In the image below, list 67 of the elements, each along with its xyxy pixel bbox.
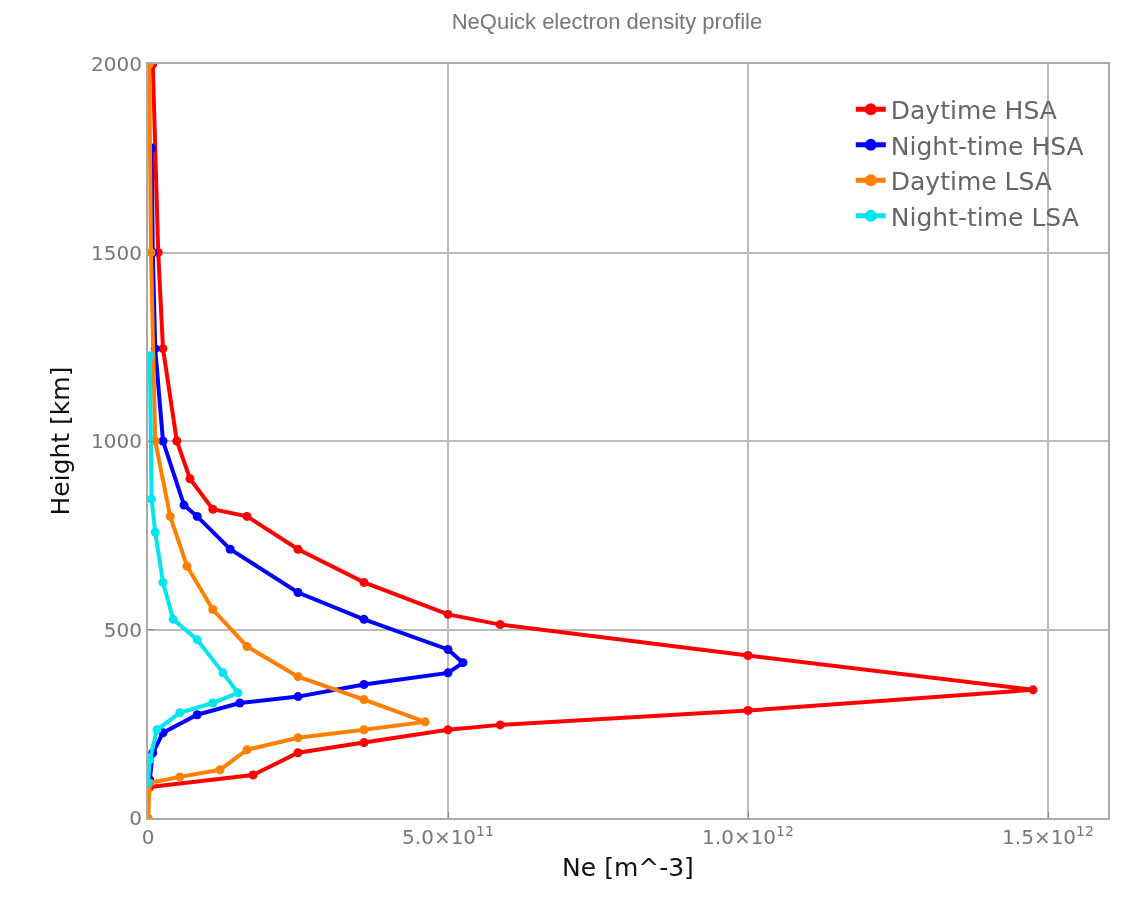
point	[192, 710, 202, 720]
y-axis-title: Height [km]	[46, 366, 76, 516]
point	[495, 620, 505, 630]
x-tick-label: 5.0×10$^{11}$	[402, 822, 494, 849]
point	[293, 692, 303, 702]
point	[420, 717, 430, 727]
y-tick-label: 1500	[91, 240, 142, 265]
point	[185, 474, 195, 484]
point	[148, 494, 157, 504]
legend-label: Night-time HSA	[890, 131, 1084, 161]
point	[242, 745, 252, 755]
point	[192, 511, 202, 521]
point	[443, 644, 453, 654]
point	[208, 698, 218, 708]
y-tick-label: 500	[103, 617, 142, 642]
point	[158, 344, 168, 354]
point	[359, 680, 369, 690]
y-tick-label: 1000	[91, 429, 142, 453]
point	[175, 772, 185, 782]
point	[208, 504, 218, 514]
point	[150, 527, 160, 537]
chart-title: NeQuick electron density profile	[451, 9, 763, 35]
point	[293, 733, 303, 743]
point	[743, 706, 753, 716]
point	[359, 695, 369, 705]
y-tick-label: 2000	[91, 52, 142, 76]
point	[168, 614, 178, 624]
x-tick-label: 1.0×10$^{12}$	[702, 822, 794, 849]
legend-label: Night-time LSA	[890, 202, 1079, 232]
point	[1028, 685, 1038, 695]
point	[248, 770, 258, 780]
point	[158, 436, 168, 446]
legend-label: Daytime LSA	[890, 167, 1052, 197]
point	[495, 720, 505, 730]
point	[208, 605, 218, 615]
point	[179, 500, 189, 510]
point	[235, 698, 245, 708]
point	[458, 658, 468, 668]
point	[158, 577, 168, 587]
point	[233, 688, 243, 698]
point	[192, 635, 202, 645]
point	[218, 668, 228, 678]
point	[293, 588, 303, 598]
x-axis-title: Ne [m^-3]	[562, 852, 694, 882]
y-tick-label: 0	[129, 806, 142, 830]
point	[359, 738, 369, 748]
point	[215, 765, 225, 775]
point	[293, 544, 303, 554]
point	[172, 436, 182, 446]
point	[293, 748, 303, 758]
point	[175, 708, 185, 718]
point	[293, 672, 303, 682]
point	[182, 561, 192, 571]
legend-label: Daytime HSA	[890, 96, 1057, 126]
point	[152, 725, 162, 735]
point	[443, 725, 453, 735]
point	[443, 609, 453, 619]
point	[359, 725, 369, 735]
point	[443, 668, 453, 678]
point	[225, 544, 235, 554]
point	[242, 511, 252, 521]
point	[359, 614, 369, 624]
point	[242, 641, 252, 651]
x-tick-label: 1.5×10$^{12}$	[1002, 822, 1094, 849]
point	[165, 511, 175, 521]
point	[359, 577, 369, 587]
point	[743, 651, 753, 661]
